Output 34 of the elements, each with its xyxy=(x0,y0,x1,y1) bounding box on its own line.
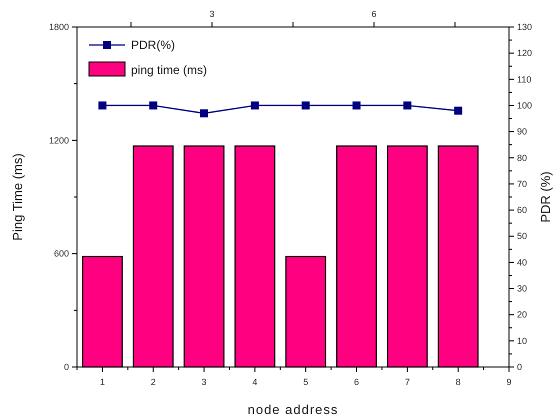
x2-tick-label: 6 xyxy=(371,9,377,19)
x-tick-label: 4 xyxy=(252,377,258,387)
legend-label: ping time (ms) xyxy=(131,63,208,77)
x2-tick-label: 3 xyxy=(209,9,215,19)
y2-tick-label: 50 xyxy=(517,231,528,242)
x-tick-label: 6 xyxy=(354,377,360,387)
y2-tick-label: 80 xyxy=(517,152,528,163)
y2-tick-label: 90 xyxy=(517,126,528,137)
x-tick-label: 2 xyxy=(150,377,156,387)
legend-label: PDR(%) xyxy=(131,38,175,52)
y2-tick-label: 30 xyxy=(517,284,528,294)
x-tick-label: 3 xyxy=(202,377,207,387)
x-tick-label: 5 xyxy=(303,377,308,387)
x-tick-label: 7 xyxy=(404,377,410,387)
y2-tick-label: 120 xyxy=(517,48,532,58)
x-tick-label: 9 xyxy=(506,377,512,387)
x-tick-label: 8 xyxy=(456,377,461,387)
y2-tick-label: 60 xyxy=(517,205,528,216)
y2-axis-title: PDR (%) xyxy=(538,171,553,223)
y-axis-title: Ping Time (ms) xyxy=(10,153,25,241)
y-tick-label: 1800 xyxy=(48,22,69,32)
y2-tick-label: 110 xyxy=(517,74,532,84)
x-tick-label: 1 xyxy=(100,377,105,387)
y-tick-label: 1200 xyxy=(48,135,69,146)
y2-tick-label: 70 xyxy=(517,178,528,189)
y2-tick-label: 20 xyxy=(517,310,528,320)
y2-tick-label: 0 xyxy=(517,362,522,372)
y2-tick-label: 100 xyxy=(517,100,532,110)
y-tick-label: 0 xyxy=(64,362,69,372)
y2-tick-label: 10 xyxy=(517,336,528,346)
y2-tick-label: 130 xyxy=(517,22,532,32)
y2-tick-label: 40 xyxy=(517,257,528,268)
x-axis-title: node address xyxy=(248,402,338,417)
y-tick-label: 600 xyxy=(54,248,69,259)
